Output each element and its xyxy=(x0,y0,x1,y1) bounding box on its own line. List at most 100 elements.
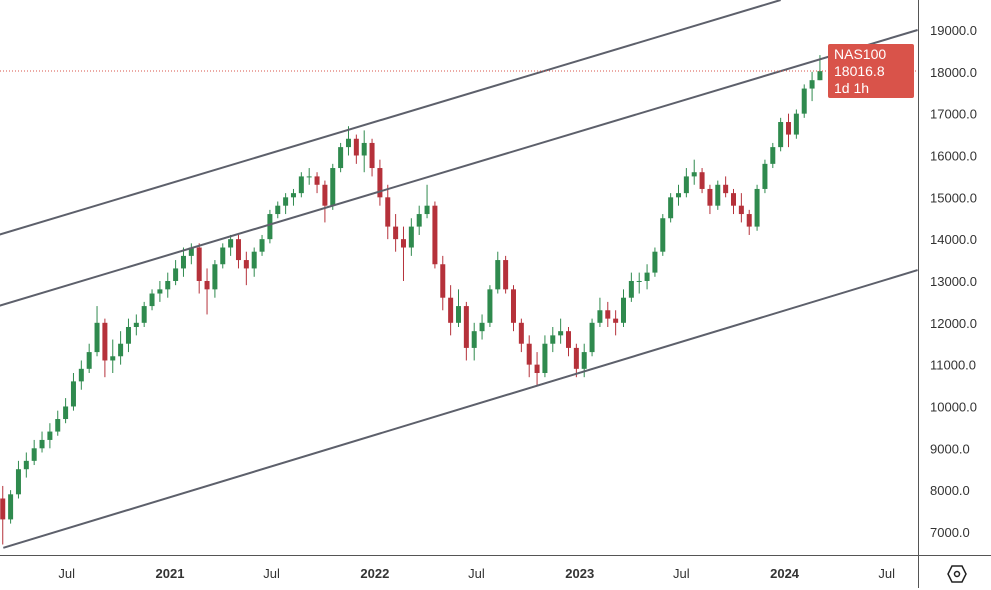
candle-body xyxy=(94,322,100,353)
candle xyxy=(463,301,469,361)
candle-body xyxy=(605,310,611,319)
candle-body xyxy=(251,251,257,269)
candle-body xyxy=(267,214,273,240)
candle-body xyxy=(448,297,454,323)
candle xyxy=(298,172,304,198)
candle xyxy=(534,352,540,386)
candle-body xyxy=(275,205,281,215)
candle-body xyxy=(149,293,155,307)
candle xyxy=(558,318,564,344)
trendline[interactable] xyxy=(0,0,781,236)
candle-body xyxy=(212,264,218,290)
candle xyxy=(0,485,6,545)
candle xyxy=(78,360,84,390)
candle xyxy=(510,285,516,332)
candle-body xyxy=(314,176,320,185)
candle xyxy=(707,184,713,215)
candle xyxy=(793,109,799,139)
trendline[interactable] xyxy=(0,29,918,307)
candle xyxy=(660,214,666,256)
candle-body xyxy=(424,205,430,215)
candle xyxy=(31,439,37,466)
candle-body xyxy=(400,239,406,248)
candle-body xyxy=(644,272,650,281)
candle xyxy=(133,314,139,336)
candle-body xyxy=(683,176,689,194)
candle xyxy=(23,452,29,478)
candle-body xyxy=(573,347,579,369)
candle-body xyxy=(440,264,446,298)
candle-body xyxy=(322,184,328,206)
candle xyxy=(94,306,100,357)
candle-body xyxy=(157,289,163,294)
candle-body xyxy=(589,322,595,353)
candle-body xyxy=(118,343,124,357)
candle xyxy=(440,255,446,311)
candle xyxy=(778,117,784,152)
candle-body xyxy=(809,80,815,89)
candle-countdown: 1d 1h xyxy=(834,80,870,96)
trendline[interactable] xyxy=(3,269,918,549)
candle xyxy=(275,201,281,219)
time-tick-label: 2021 xyxy=(156,566,185,581)
candle xyxy=(243,251,249,286)
candle xyxy=(550,326,556,353)
candle-body xyxy=(180,255,186,269)
candle xyxy=(322,180,328,223)
candle xyxy=(416,205,422,235)
candle xyxy=(455,289,461,327)
candle xyxy=(754,184,760,231)
candle xyxy=(141,301,147,327)
settings-hexagon-icon[interactable] xyxy=(946,563,968,585)
price-tick-label: 16000.0 xyxy=(930,148,977,163)
candle-body xyxy=(715,184,721,206)
price-axis[interactable]: 7000.0 8000.0 9000.0 10000.0 11000.0 12000.0 1… xyxy=(930,23,977,540)
candle xyxy=(676,184,682,206)
candle-body xyxy=(228,239,234,248)
candle-body xyxy=(298,176,304,194)
candle-body xyxy=(416,214,422,227)
candle-body xyxy=(652,251,658,273)
candle-body xyxy=(660,218,666,252)
candle-body xyxy=(699,172,705,189)
candle-body xyxy=(196,247,202,281)
candle-body xyxy=(235,239,241,261)
candle xyxy=(157,280,163,302)
candle-body xyxy=(636,280,642,282)
time-tick-label: Jul xyxy=(58,566,75,581)
candle-body xyxy=(408,226,414,248)
time-axis[interactable]: Jul 2021 Jul 2022 Jul 2023 Jul 2024 Jul xyxy=(58,566,895,581)
candle-body xyxy=(369,142,375,169)
candle-body xyxy=(471,331,477,348)
candle-body xyxy=(15,469,21,495)
candle xyxy=(487,285,493,327)
candle-body xyxy=(565,331,571,348)
candle xyxy=(15,460,21,499)
candle xyxy=(47,423,53,449)
candle xyxy=(235,234,241,269)
candle-body xyxy=(188,247,194,256)
price-tick-label: 13000.0 xyxy=(930,274,977,289)
candle-body xyxy=(393,226,399,240)
candle-body xyxy=(762,163,768,189)
candle xyxy=(738,193,744,223)
candle-body xyxy=(723,184,729,194)
price-tick-label: 15000.0 xyxy=(930,190,977,205)
candle xyxy=(809,71,815,102)
candle xyxy=(102,318,108,378)
candle xyxy=(118,331,124,365)
candle-body xyxy=(754,188,760,227)
candle xyxy=(668,193,674,223)
candle-body xyxy=(353,138,359,156)
candle-body xyxy=(550,335,556,344)
candle-body xyxy=(63,406,69,420)
last-price-label: NAS100 18016.8 1d 1h xyxy=(828,44,914,98)
price-tick-label: 9000.0 xyxy=(930,441,970,456)
last-price-value: 18016.8 xyxy=(834,63,885,79)
symbol-label: NAS100 xyxy=(834,46,887,62)
candle xyxy=(471,322,477,361)
time-tick-label: Jul xyxy=(878,566,895,581)
candle-body xyxy=(283,197,289,206)
candles xyxy=(0,55,823,545)
